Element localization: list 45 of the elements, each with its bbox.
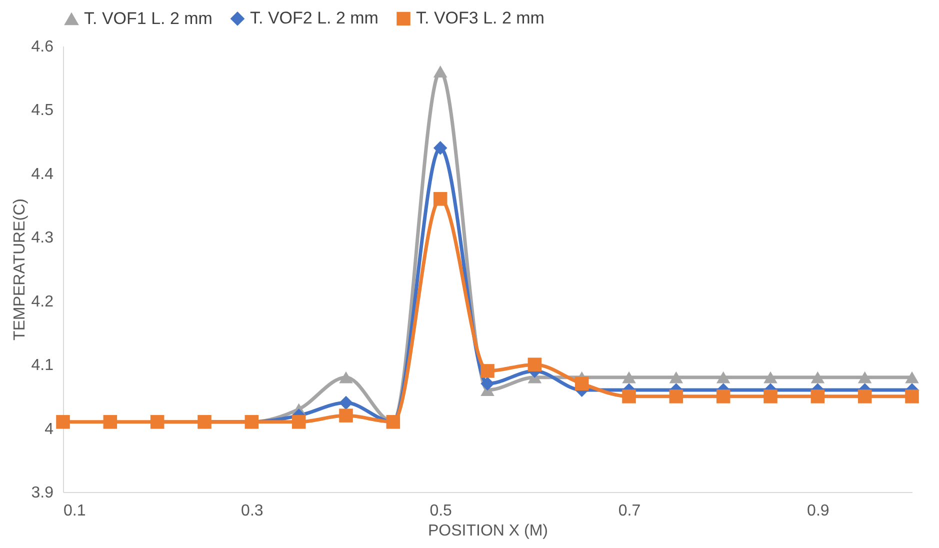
point — [433, 141, 448, 155]
point — [339, 408, 353, 422]
point — [810, 371, 825, 384]
point — [858, 390, 872, 404]
y-tick-label: 4.6 — [31, 38, 54, 56]
y-tick-label: 4.3 — [31, 230, 54, 247]
point — [292, 415, 306, 429]
legend-label: T. VOF1 L. 2 mm — [84, 9, 212, 28]
point — [56, 415, 70, 429]
y-tick-label: 3.9 — [31, 484, 54, 502]
point — [339, 396, 353, 410]
point — [528, 358, 542, 372]
x-tick-label: 0.3 — [241, 502, 264, 520]
point — [905, 371, 919, 384]
x-tick-label: 0.5 — [430, 502, 452, 520]
point — [433, 66, 448, 78]
point — [103, 415, 118, 429]
point — [622, 371, 636, 384]
point — [480, 364, 494, 378]
point — [810, 390, 825, 404]
point — [574, 376, 589, 391]
y-tick-label: 4.2 — [31, 293, 54, 310]
x-tick-label: 0.1 — [64, 502, 86, 520]
point — [716, 390, 730, 404]
point — [905, 390, 919, 404]
y-tick-label: 4.1 — [31, 357, 54, 374]
x-axis-title: POSITION X (M) — [428, 522, 548, 540]
point — [480, 376, 494, 391]
point — [339, 371, 353, 384]
point — [433, 192, 448, 206]
y-tick-label: 4 — [44, 420, 54, 438]
y-axis-title: TEMPERATURE(C) — [11, 198, 28, 340]
y-tick-label: 4.4 — [31, 166, 54, 183]
point — [858, 371, 872, 384]
point — [669, 371, 684, 384]
legend-label: T. VOF2 L. 2 mm — [250, 8, 378, 28]
point — [716, 371, 730, 384]
point — [764, 371, 778, 384]
x-tick-label: 0.7 — [618, 502, 641, 520]
x-tick-label: 0.9 — [807, 502, 830, 520]
legend-label: T. VOF3 L. 2 mm — [416, 8, 544, 28]
point — [669, 390, 684, 404]
point — [764, 390, 778, 404]
y-tick-label: 4.5 — [31, 102, 54, 120]
point — [622, 390, 636, 404]
